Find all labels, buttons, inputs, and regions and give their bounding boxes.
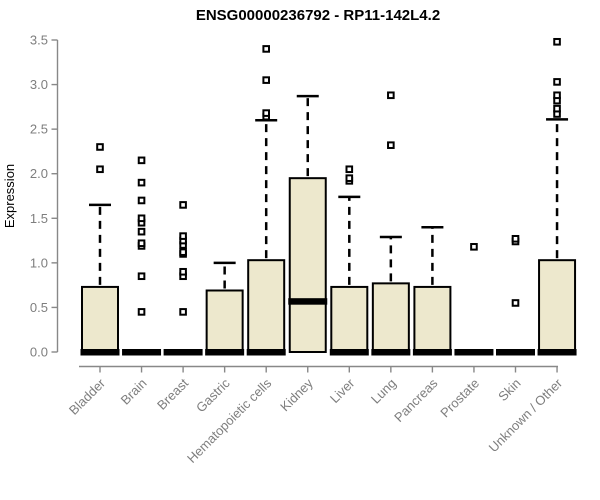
outlier-point: [511, 299, 520, 307]
y-tick-label: 1.0: [30, 255, 48, 270]
outlier-point: [262, 45, 270, 53]
x-tick-label-skin: Skin: [495, 376, 523, 404]
x-tick-label-liver: Liver: [327, 375, 358, 406]
median-bar: [412, 349, 452, 356]
box-group-prostate: [454, 243, 494, 356]
outlier-point: [179, 267, 187, 276]
median-bar: [80, 349, 120, 356]
outlier-point: [137, 272, 146, 281]
outlier-point: [262, 109, 270, 117]
median-bar: [246, 349, 286, 356]
y-tick-label: 2.0: [30, 166, 48, 181]
box-series: [80, 37, 577, 356]
box-group-hematopoietic-cells: [246, 45, 286, 356]
y-tick-label: 0.5: [30, 300, 48, 315]
y-tick-label: 1.5: [30, 211, 48, 226]
median-bar: [454, 349, 494, 356]
y-axis-title: Expression: [2, 164, 17, 228]
box-group-pancreas: [412, 225, 452, 356]
outlier-point: [137, 156, 146, 165]
box-rect: [371, 282, 410, 353]
box-group-lung: [371, 91, 411, 356]
median-bar: [371, 349, 411, 356]
box-group-gastric: [205, 261, 245, 356]
box-rect: [330, 285, 369, 354]
x-tick-label-kidney: Kidney: [277, 375, 316, 414]
outlier-point: [511, 234, 520, 243]
outlier-point: [553, 91, 561, 100]
box-group-brain: [122, 156, 162, 356]
box-rect: [288, 177, 327, 353]
outlier-point: [345, 174, 354, 182]
x-tick-label-gastric: Gastric: [193, 375, 233, 415]
box-rect: [81, 285, 119, 354]
outlier-point: [553, 37, 561, 46]
outlier-point: [553, 78, 561, 86]
median-bar: [329, 349, 369, 356]
box-rect: [413, 285, 452, 354]
chart-title: ENSG00000236792 - RP11-142L4.2: [196, 7, 440, 24]
x-tick-label-brain: Brain: [118, 376, 150, 408]
box-group-unknown-other: [537, 37, 577, 356]
outlier-point: [179, 308, 187, 316]
box-group-skin: [496, 234, 535, 356]
median-bar: [288, 298, 328, 305]
outlier-point: [553, 104, 561, 113]
median-bar: [205, 349, 245, 356]
outlier-point: [179, 248, 187, 256]
outlier-point: [137, 178, 146, 187]
outlier-point: [96, 165, 104, 174]
median-bar: [163, 349, 203, 356]
outlier-point: [345, 165, 354, 174]
box-rect: [205, 289, 244, 353]
outlier-point: [137, 308, 146, 316]
box-group-kidney: [288, 94, 328, 353]
box-rect: [538, 259, 577, 354]
outlier-point: [179, 232, 187, 240]
outlier-point: [96, 143, 104, 151]
y-tick-label: 0.0: [30, 345, 48, 360]
x-tick-label-prostate: Prostate: [437, 376, 482, 421]
outlier-point: [137, 196, 146, 205]
x-tick-label-breast: Breast: [154, 375, 191, 412]
y-tick-label: 3.5: [30, 33, 48, 48]
x-tick-label-unknown-other: Unknown / Other: [486, 375, 566, 455]
box-group-bladder: [80, 143, 120, 356]
outlier-point: [387, 141, 395, 149]
y-axis: 0.0 0.5 1.0 1.5 2.0 2.5 3.0 3.5: [30, 33, 59, 360]
box-group-breast: [163, 201, 203, 356]
outlier-point: [137, 227, 146, 236]
outlier-point: [137, 239, 146, 248]
outlier-point: [137, 214, 146, 223]
x-tick-label-pancreas: Pancreas: [391, 375, 441, 425]
median-bar: [537, 349, 577, 356]
x-tick-label-bladder: Bladder: [66, 375, 109, 418]
box-rect: [247, 259, 286, 354]
y-tick-label: 3.0: [30, 77, 48, 92]
box-group-liver: [329, 165, 369, 356]
median-bar: [496, 349, 535, 356]
outlier-point: [387, 91, 395, 100]
y-tick-label: 2.5: [30, 122, 48, 137]
median-bar: [122, 349, 162, 356]
outlier-point: [262, 76, 270, 84]
x-tick-label-lung: Lung: [368, 376, 399, 407]
outlier-point: [179, 201, 187, 209]
outlier-point: [470, 243, 478, 251]
